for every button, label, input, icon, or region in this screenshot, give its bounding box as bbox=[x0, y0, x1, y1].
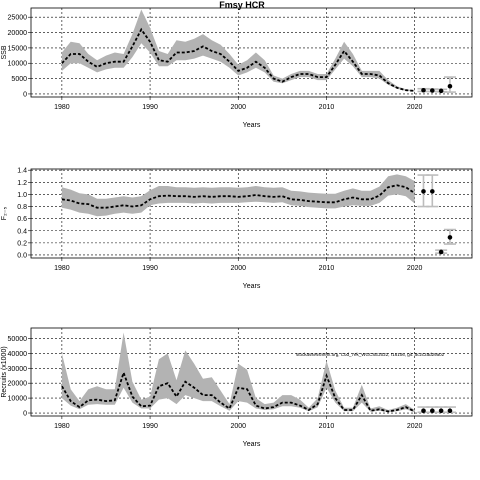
confidence-band bbox=[61, 174, 415, 217]
projection-point bbox=[438, 88, 444, 94]
projection-point bbox=[421, 189, 426, 194]
projection-point bbox=[430, 88, 435, 93]
y-axis-label: Recruits (x1000) bbox=[1, 346, 8, 397]
y-tick-label: 20000 bbox=[8, 30, 28, 37]
y-tick-label: 1.0 bbox=[17, 192, 27, 199]
x-tick-label: 1990 bbox=[142, 265, 158, 272]
plot-frame bbox=[30, 168, 473, 259]
y-tick-label: 30000 bbox=[8, 366, 28, 373]
x-tick-label: 2000 bbox=[230, 265, 246, 272]
x-tick-label: 1980 bbox=[54, 104, 70, 111]
y-tick-label: 10000 bbox=[8, 396, 28, 403]
y-tick-label: 40000 bbox=[8, 351, 28, 358]
figure-title: Fmsy HCR bbox=[219, 0, 265, 10]
ssb-panel: 1980 1990 2000 2010 2020 0 5000 10000 15000 20000… bbox=[1, 7, 473, 129]
y-tick-label: 0.6 bbox=[17, 216, 27, 223]
source-annotation: stockassessment.org, Cod_7ek_WGCSE2022, … bbox=[296, 352, 445, 357]
y-tick-label: 0.0 bbox=[17, 252, 27, 259]
y-tick-label: 15000 bbox=[8, 45, 28, 52]
x-tick-label: 1980 bbox=[54, 265, 70, 272]
projection-point bbox=[438, 249, 444, 255]
median-line bbox=[61, 184, 416, 209]
x-tick-label: 2020 bbox=[407, 265, 423, 272]
x-tick-label: 2020 bbox=[407, 423, 423, 430]
projection-point bbox=[447, 408, 453, 414]
x-tick-label: 2010 bbox=[319, 423, 335, 430]
y-tick-label: 20000 bbox=[8, 381, 28, 388]
y-tick-label: 0 bbox=[23, 411, 27, 418]
recruits-panel: 1980 1990 2000 2010 2020 0 10000 20000 30000 4000… bbox=[1, 327, 473, 448]
median-line bbox=[61, 27, 415, 92]
x-tick-label: 2000 bbox=[230, 104, 246, 111]
x-axis-label: Years bbox=[243, 283, 261, 290]
y-tick-label: 10000 bbox=[8, 61, 28, 68]
projection-point bbox=[430, 408, 435, 414]
y-tick-label: 1.2 bbox=[17, 180, 27, 187]
plot-frame bbox=[30, 327, 473, 417]
confidence-band bbox=[61, 9, 415, 92]
y-tick-label: 50000 bbox=[8, 336, 28, 343]
y-tick-label: 5000 bbox=[11, 76, 27, 83]
y-tick-label: 25000 bbox=[8, 15, 28, 22]
projection-point bbox=[447, 83, 453, 89]
x-tick-label: 2000 bbox=[230, 423, 246, 430]
x-axis-label: Years bbox=[243, 122, 261, 129]
y-tick-label: 0 bbox=[23, 91, 27, 98]
y-tick-label: 0.8 bbox=[17, 204, 27, 211]
median-line bbox=[61, 369, 416, 413]
projection-point bbox=[430, 189, 435, 194]
f-panel: 1980 1990 2000 2010 2020 0.0 0.2 0.4 0.6 0.8 1.0 1.… bbox=[1, 168, 473, 290]
y-axis-label: F₂₋₅ bbox=[1, 207, 8, 221]
x-axis-label: Years bbox=[243, 441, 261, 448]
x-tick-label: 1980 bbox=[54, 423, 70, 430]
x-tick-label: 2010 bbox=[319, 265, 335, 272]
projection-point bbox=[447, 235, 453, 240]
y-tick-label: 1.4 bbox=[17, 168, 27, 175]
confidence-band bbox=[61, 332, 415, 413]
y-tick-label: 0.2 bbox=[17, 240, 27, 247]
y-axis-label: SSB bbox=[1, 45, 8, 59]
x-tick-label: 2020 bbox=[407, 104, 423, 111]
projection-point bbox=[421, 87, 426, 93]
x-tick-label: 1990 bbox=[142, 104, 158, 111]
projection-point bbox=[438, 408, 444, 414]
projection-point bbox=[421, 408, 426, 414]
plot-frame bbox=[30, 7, 473, 98]
y-tick-label: 0.4 bbox=[17, 228, 27, 235]
x-tick-label: 2010 bbox=[319, 104, 335, 111]
x-tick-label: 1990 bbox=[142, 423, 158, 430]
